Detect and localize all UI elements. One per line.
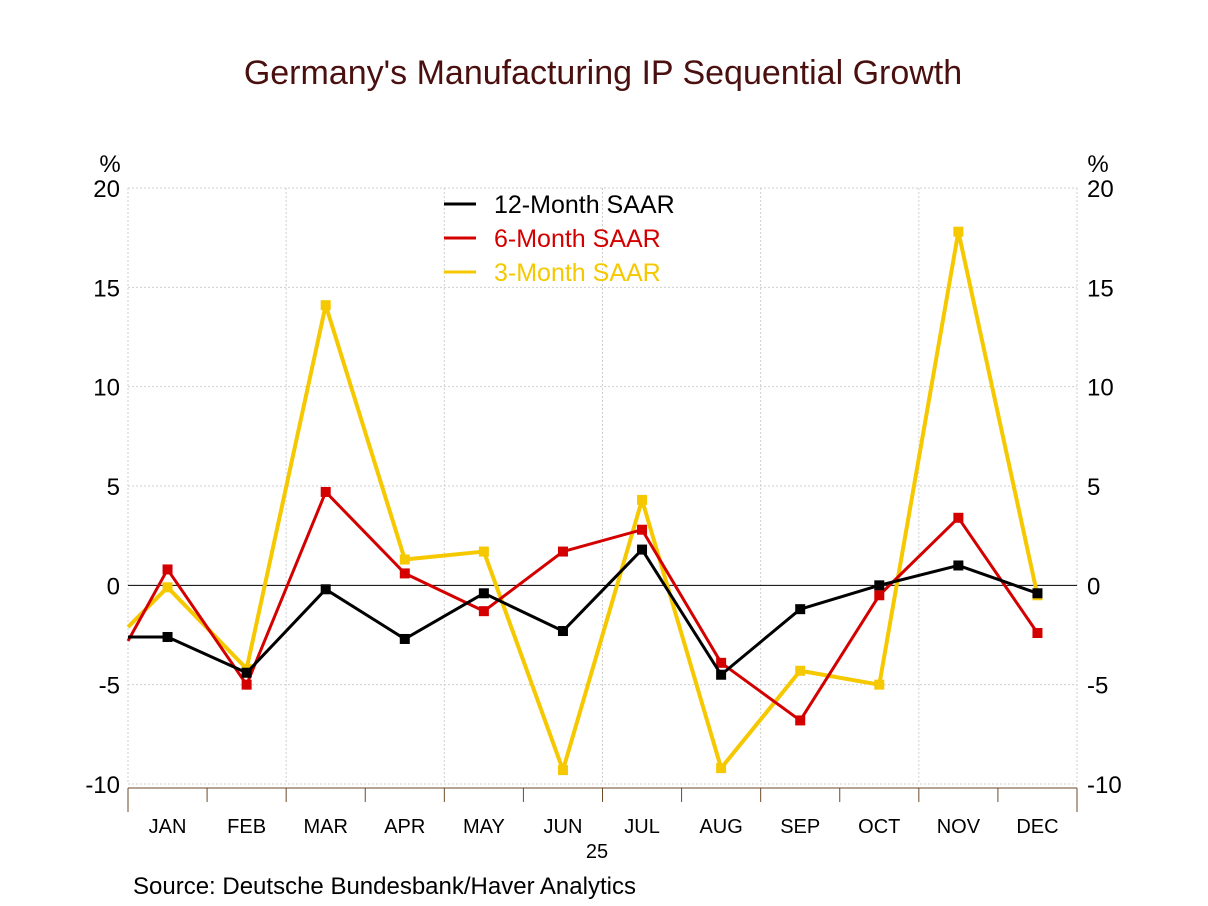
y-tick-label-right: 20: [1087, 176, 1114, 203]
data-point: [478, 546, 489, 557]
data-point: [953, 560, 964, 571]
data-point: [162, 564, 173, 575]
y-tick-label-left: 20: [93, 176, 120, 203]
legend-label: 3-Month SAAR: [494, 259, 661, 287]
x-tick-label: APR: [384, 816, 425, 838]
data-point: [637, 524, 648, 535]
data-point: [953, 512, 964, 523]
data-point: [874, 580, 885, 591]
data-point: [874, 679, 885, 690]
x-tick-label: SEP: [780, 816, 820, 838]
y-tick-label-right: 5: [1087, 474, 1100, 501]
data-point: [637, 494, 648, 505]
data-point: [716, 763, 727, 774]
x-tick-label: JUN: [544, 816, 583, 838]
x-tick-label: MAR: [303, 816, 347, 838]
data-point: [795, 665, 806, 676]
y-tick-label-left: -10: [85, 772, 120, 799]
data-point: [716, 669, 727, 680]
data-point: [162, 582, 173, 593]
data-point: [399, 568, 410, 579]
data-point: [478, 606, 489, 617]
legend-label: 12-Month SAAR: [494, 191, 675, 219]
x-tick-label: OCT: [858, 816, 900, 838]
y-tick-label-left: 5: [107, 474, 120, 501]
x-tick-label: JAN: [149, 816, 187, 838]
y-tick-label-left: 10: [93, 375, 120, 402]
year-label: 25: [586, 841, 608, 863]
data-point: [478, 588, 489, 599]
data-point: [716, 657, 727, 668]
y-tick-label-left: -5: [99, 673, 120, 700]
y-tick-label-left: 0: [107, 573, 120, 600]
data-point: [399, 554, 410, 565]
data-point: [320, 486, 331, 497]
data-point: [162, 631, 173, 642]
chart-title: Germany's Manufacturing IP Sequential Gr…: [244, 54, 962, 92]
data-point: [953, 226, 964, 237]
data-point: [874, 590, 885, 601]
data-point: [320, 300, 331, 311]
data-point: [320, 584, 331, 595]
data-point: [1032, 588, 1043, 599]
x-tick-label: NOV: [937, 816, 981, 838]
data-point: [557, 546, 568, 557]
data-point: [399, 633, 410, 644]
legend-label: 6-Month SAAR: [494, 225, 661, 253]
y-tick-label-right: -5: [1087, 673, 1108, 700]
data-point: [795, 604, 806, 615]
y-tick-label-right: -10: [1087, 772, 1122, 799]
data-point: [557, 626, 568, 637]
source-note: Source: Deutsche Bundesbank/Haver Analyt…: [133, 873, 636, 900]
x-tick-label: DEC: [1016, 816, 1058, 838]
data-point: [637, 544, 648, 555]
y-axis-unit-right: %: [1087, 151, 1108, 178]
data-point: [1032, 628, 1043, 639]
data-point: [241, 679, 252, 690]
y-tick-label-right: 15: [1087, 275, 1114, 302]
data-point: [795, 715, 806, 726]
series-line: [126, 490, 1039, 722]
x-tick-label: MAY: [463, 816, 505, 838]
y-tick-label-left: 15: [93, 275, 120, 302]
series-line: [126, 229, 1040, 773]
y-tick-label-right: 0: [1087, 573, 1100, 600]
data-point: [241, 667, 252, 678]
data-point: [557, 765, 568, 776]
x-tick-label: JUL: [624, 816, 660, 838]
x-tick-label: FEB: [227, 816, 266, 838]
y-axis-unit-left: %: [99, 151, 120, 178]
x-tick-label: AUG: [699, 816, 742, 838]
y-tick-label-right: 10: [1087, 375, 1114, 402]
